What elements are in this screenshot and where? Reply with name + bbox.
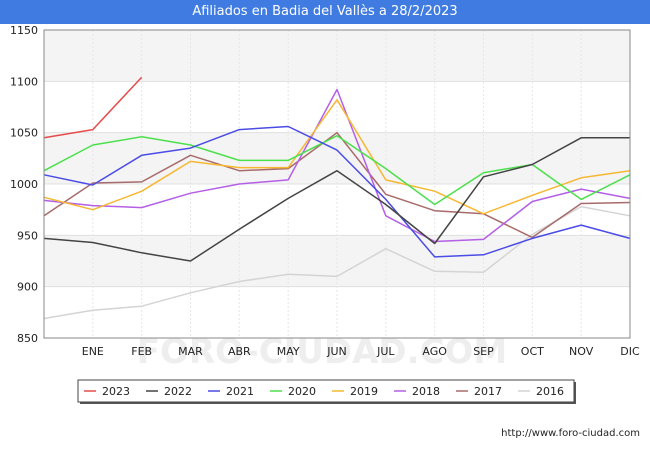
legend-label-2018: 2018 [412, 385, 440, 398]
series-line-2023 [43, 76, 143, 139]
series-line-2018 [43, 88, 631, 243]
y-tick-label: 900 [17, 281, 38, 294]
legend-label-2021: 2021 [226, 385, 254, 398]
series-line-2022 [43, 137, 630, 262]
series-lines [43, 76, 631, 320]
plot-frame [43, 29, 631, 339]
x-tick-label: FEB [131, 345, 152, 358]
y-tick-label: 1000 [10, 178, 38, 191]
x-tick-label: AGO [422, 345, 447, 358]
x-tick-label: MAR [178, 345, 203, 358]
x-tick-label: ABR [228, 345, 251, 358]
legend-label-2020: 2020 [288, 385, 316, 398]
legend: 2023 2022 2021 2020 2019 2018 2017 2016 [77, 379, 576, 404]
series-line-2016 [43, 205, 631, 320]
x-tick-label: NOV [569, 345, 594, 358]
y-tick-label: 950 [17, 229, 38, 242]
series-line-2021 [43, 125, 631, 258]
legend-label-2017: 2017 [474, 385, 502, 398]
x-tick-label: MAY [277, 345, 300, 358]
y-tick-label: 850 [17, 332, 38, 345]
chart-title: Afiliados en Badia del Vallès a 28/2/202… [0, 0, 650, 24]
watermark: FORO-CIUDAD.COM [137, 332, 508, 372]
x-tick-label: JUN [326, 345, 347, 358]
legend-box [77, 379, 575, 403]
x-tick-label: DIC [620, 345, 640, 358]
y-tick-label: 1150 [10, 24, 38, 37]
y-axis-ticks: 850 900 950 1000 1050 1100 1150 [10, 24, 38, 345]
source-link[interactable]: http://www.foro-ciudad.com [501, 428, 640, 439]
x-tick-label: JUL [376, 345, 395, 358]
x-tick-label: OCT [521, 345, 544, 358]
legend-label-2019: 2019 [350, 385, 378, 398]
x-axis-ticks: ENE FEB MAR ABR MAY JUN JUL AGO SEP OCT NOV DIC [82, 345, 640, 358]
legend-label-2016: 2016 [536, 385, 564, 398]
series-line-2019 [43, 99, 631, 215]
legend-label-2023: 2023 [102, 385, 130, 398]
y-tick-label: 1050 [10, 127, 38, 140]
x-tick-label: ENE [82, 345, 104, 358]
y-tick-label: 1100 [10, 75, 38, 88]
series-line-2017 [43, 131, 631, 239]
x-tick-label: SEP [473, 345, 494, 358]
legend-label-2022: 2022 [164, 385, 192, 398]
